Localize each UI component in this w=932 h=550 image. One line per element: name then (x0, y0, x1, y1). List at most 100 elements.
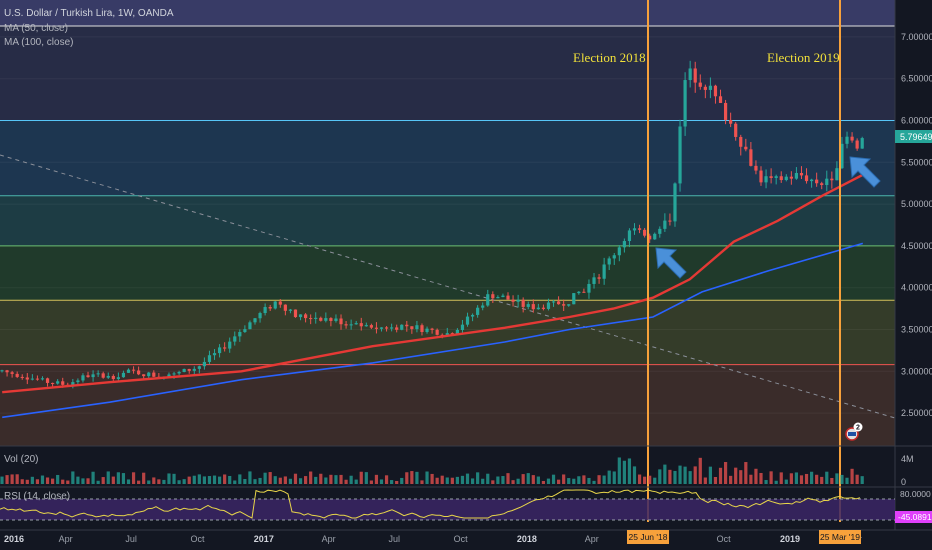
candle-body (364, 325, 368, 327)
candle-body (400, 324, 404, 330)
candle-body (470, 314, 475, 317)
fib-band (0, 195, 895, 246)
candle-body (541, 307, 546, 309)
volume-bar (734, 467, 738, 484)
candle-body (339, 318, 343, 325)
volume-bar (405, 472, 409, 484)
volume-bar (835, 473, 839, 484)
rsi-value-label: -45.0891 (895, 511, 932, 523)
annotation-election-2018: Election 2018 (573, 50, 646, 65)
candle-body (30, 378, 34, 380)
candle-body (40, 378, 45, 380)
last-price-label: 5.79649 (895, 130, 932, 143)
volume-bar (764, 480, 768, 484)
time-marker-2019: 25 Mar '19 (819, 530, 861, 544)
volume-bar (30, 476, 34, 484)
price-axis[interactable]: 7.00000 6.50000 6.00000 5.50000 5.00000 4.500… (901, 32, 932, 418)
volume-bar (400, 477, 404, 484)
candle-body (20, 376, 24, 378)
time-tick-label: Jul (125, 534, 137, 544)
volume-bar (450, 477, 454, 484)
candle-body (207, 355, 212, 362)
volume-bar (744, 462, 748, 484)
volume-bar (855, 474, 859, 484)
candle-body (708, 85, 712, 90)
volume-bar (56, 474, 60, 484)
candle-body (369, 325, 373, 328)
candle-body (243, 329, 247, 333)
candle-body (663, 220, 667, 229)
candle-body (789, 176, 793, 179)
candle-body (516, 299, 520, 302)
candle-body (729, 119, 733, 124)
volume-bar (698, 457, 702, 484)
candle-body (582, 291, 586, 293)
candle-body (617, 247, 621, 256)
legend-ma50[interactable]: MA (50, close) (4, 23, 68, 34)
volume-bar (491, 480, 495, 484)
candle-body (723, 102, 728, 120)
rsi-label[interactable]: RSI (14, close) (4, 491, 71, 502)
price-tick-label: 6.50000 (901, 74, 932, 84)
volume-bar (708, 466, 712, 484)
candle-body (258, 313, 262, 319)
trend-line-dashed[interactable] (0, 154, 896, 419)
candle-body (465, 316, 470, 325)
candle-body (223, 347, 227, 349)
candle-body (324, 318, 328, 321)
fib-bands (0, 0, 895, 446)
volume-bar (688, 471, 692, 484)
volume-bar (106, 471, 110, 484)
candle-body (481, 305, 485, 308)
volume-bar (228, 475, 232, 484)
volume-bar (314, 476, 318, 484)
volume-bar (754, 468, 758, 484)
candle-body (415, 325, 419, 330)
volume-bar (729, 475, 733, 484)
candle-body (718, 96, 723, 103)
chart-title[interactable]: U.S. Dollar / Turkish Lira, 1W, OANDA (4, 8, 174, 19)
event-badge-icon[interactable]: 2 (845, 422, 863, 441)
time-tick-label: Apr (59, 534, 73, 544)
volume-bar (40, 475, 45, 484)
volume-bar (465, 473, 470, 484)
volume-bar (840, 474, 844, 484)
volume-bar (582, 475, 586, 484)
candle-body (354, 323, 358, 325)
volume-bar (551, 474, 556, 484)
volume-bar (379, 479, 384, 484)
candle-body (395, 327, 399, 330)
candle-body (673, 183, 677, 222)
volume-bar (820, 476, 824, 484)
legend-ma100[interactable]: MA (100, close) (4, 37, 74, 48)
candle-body (567, 304, 571, 306)
candle-body (233, 336, 237, 342)
candle-body (379, 327, 384, 329)
candle-body (764, 176, 768, 183)
time-marker-2018-text: 25 Jun '18 (629, 532, 668, 542)
volume-bar (592, 480, 596, 484)
volume-bar (420, 480, 424, 484)
candle-body (546, 302, 551, 309)
volume-bar (521, 474, 525, 484)
volume-bar (713, 476, 718, 484)
fib-band (0, 120, 895, 196)
candle-body (759, 170, 763, 183)
volume-bar (329, 474, 333, 484)
candle-body (506, 295, 510, 300)
candle-body (810, 179, 814, 182)
time-tick-label: Apr (322, 534, 336, 544)
volume-label[interactable]: Vol (20) (4, 454, 39, 465)
volume-bar (774, 480, 778, 484)
candle-body (334, 318, 338, 321)
candle-body (445, 333, 449, 336)
volume-bar (20, 479, 24, 484)
candle-body (784, 176, 788, 181)
volume-bar (643, 476, 647, 484)
volume-bar (172, 473, 176, 484)
volume-bar (617, 457, 621, 484)
volume-bar (683, 466, 687, 484)
volume-bar (354, 479, 358, 484)
candle-body (825, 178, 829, 186)
